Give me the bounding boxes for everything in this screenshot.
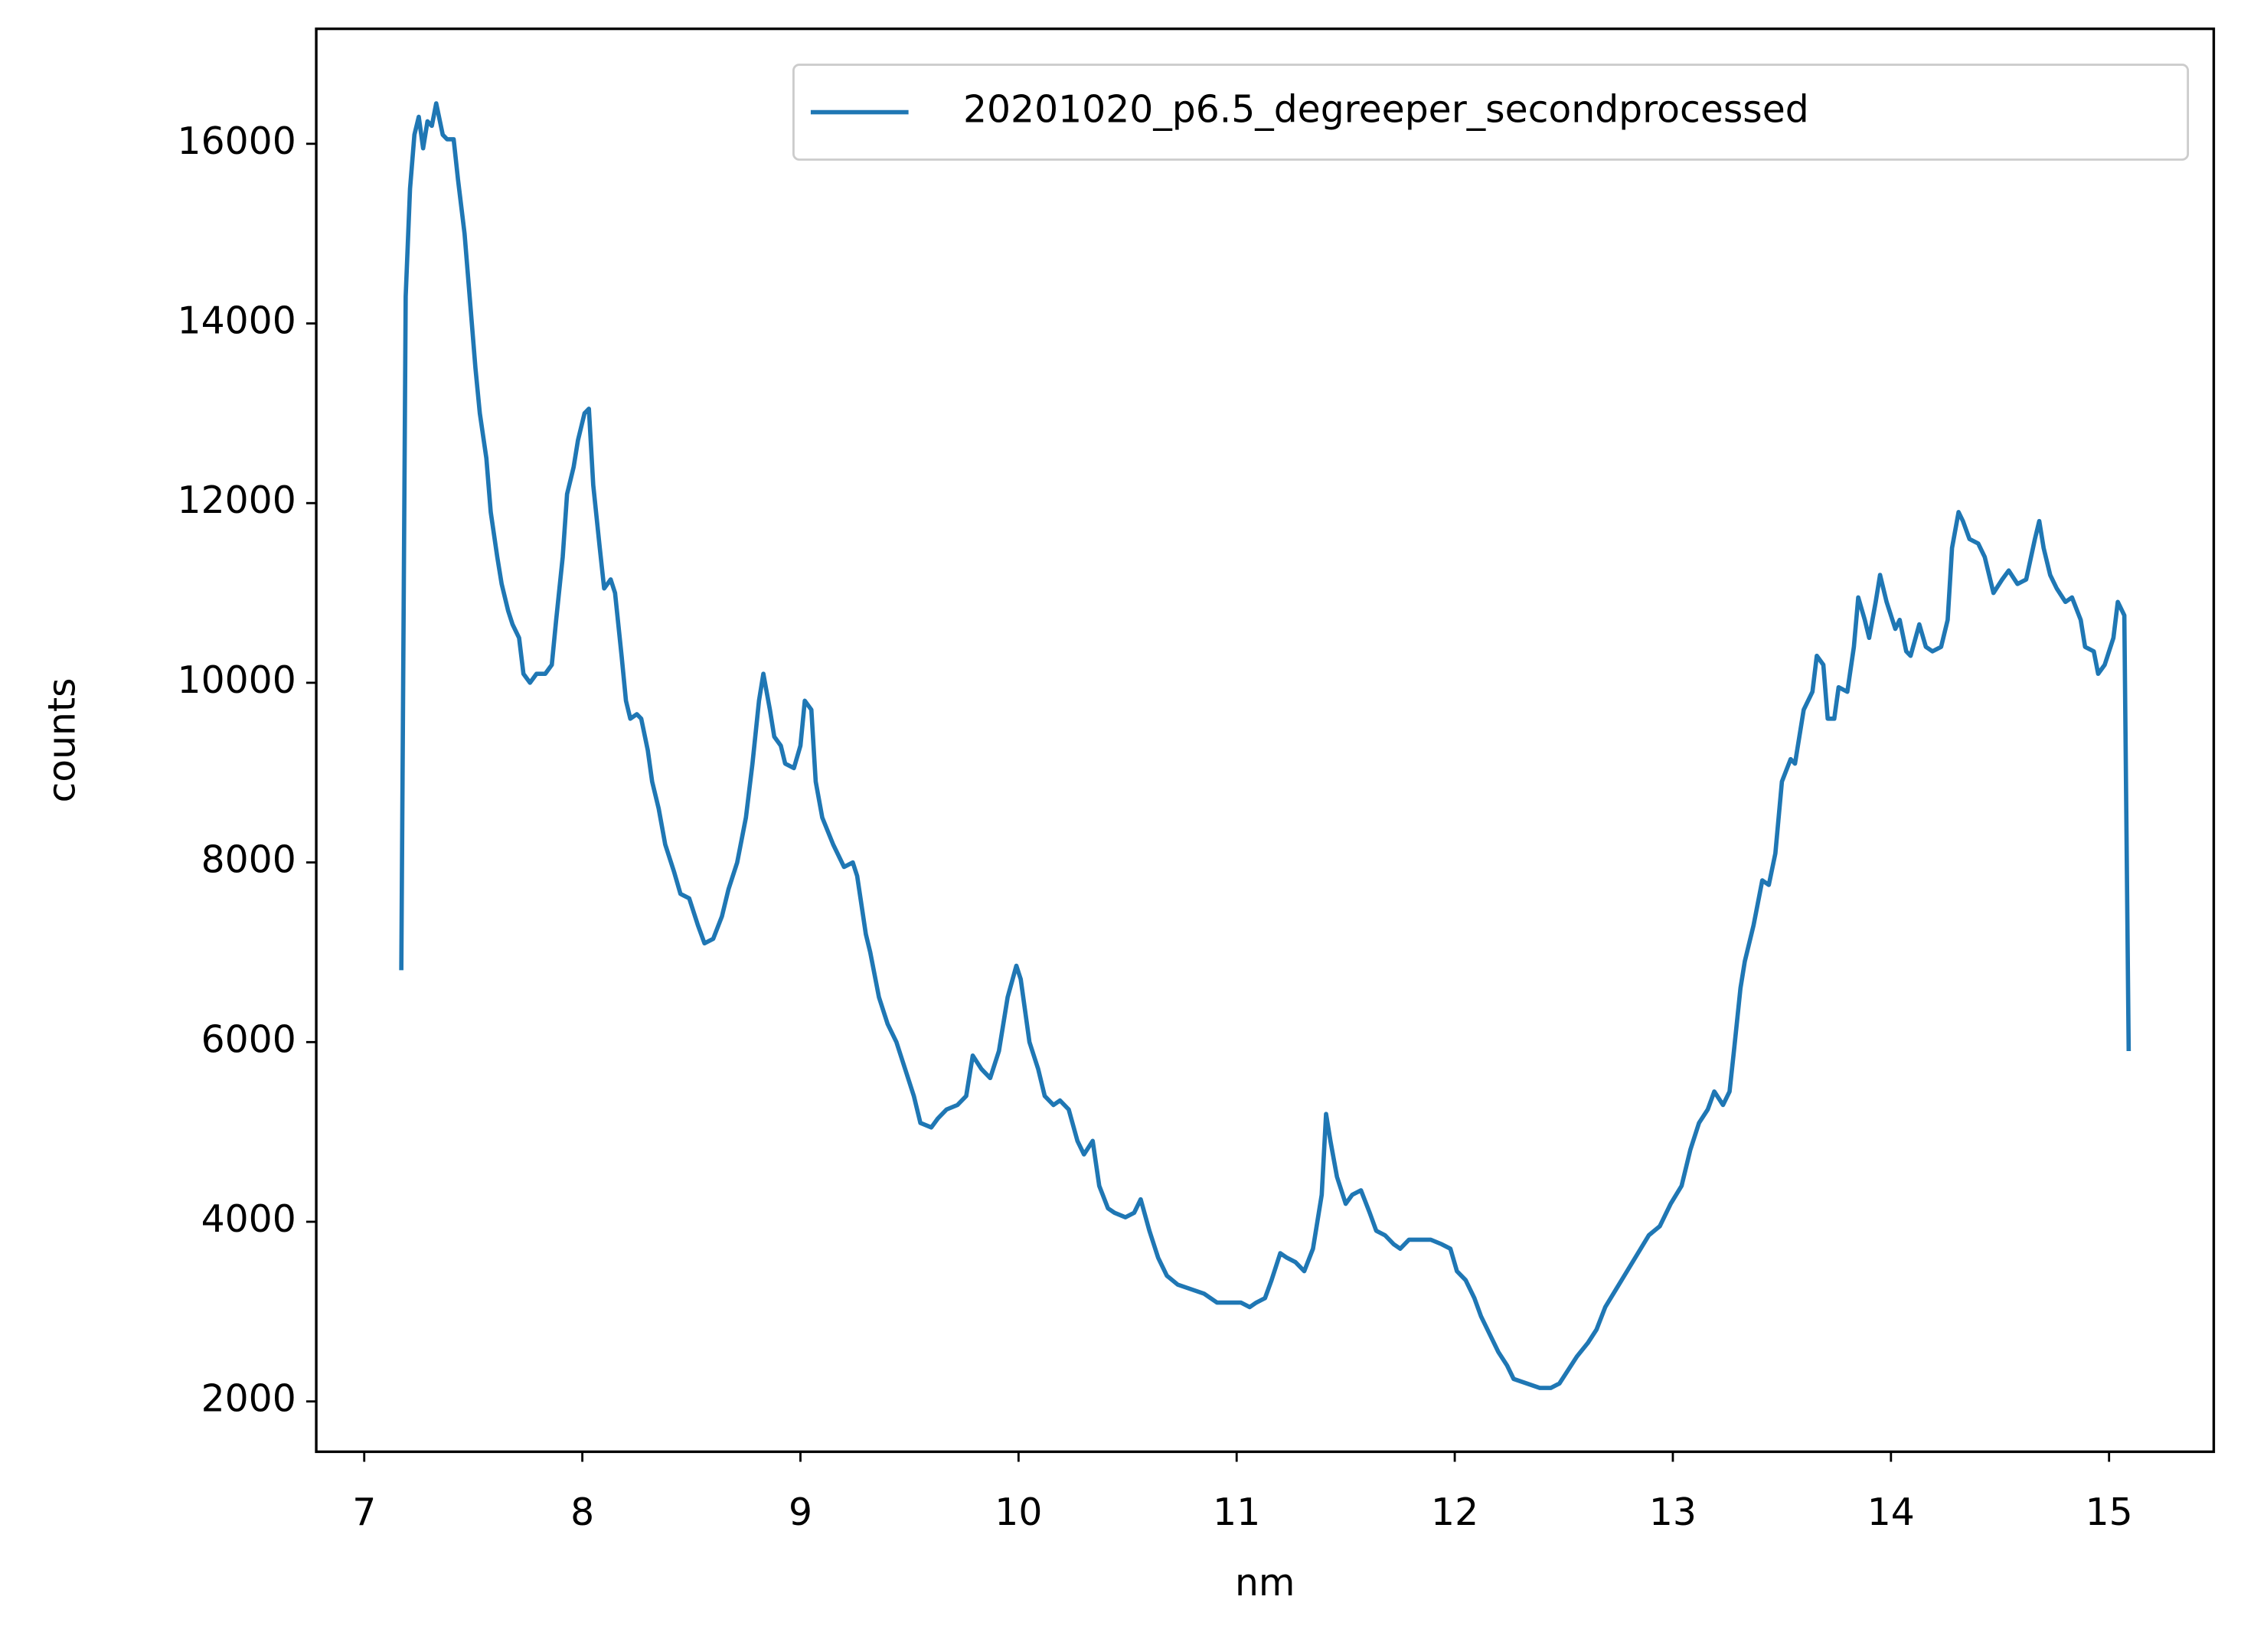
y-tick-label: 4000 (201, 1197, 296, 1241)
y-tick-label: 14000 (178, 299, 296, 343)
y-axis-label: counts (40, 677, 83, 802)
x-tick-label: 15 (2086, 1490, 2133, 1534)
x-tick-label: 12 (1431, 1490, 1478, 1534)
x-tick-label: 10 (995, 1490, 1042, 1534)
data-line (399, 101, 2132, 1390)
x-tick-label: 14 (1867, 1490, 1915, 1534)
y-tick-label: 16000 (178, 119, 296, 163)
legend-label: 20201020_p6.5_degreeper_secondprocessed (963, 88, 1809, 132)
y-tick-label: 2000 (201, 1377, 296, 1421)
y-tick-label: 12000 (178, 478, 296, 522)
y-tick-label: 8000 (201, 838, 296, 882)
x-tick-label: 9 (789, 1490, 812, 1534)
x-tick-label: 13 (1649, 1490, 1697, 1534)
x-axis-label: nm (1235, 1561, 1295, 1605)
x-tick-label: 7 (352, 1490, 376, 1534)
y-tick-label: 6000 (201, 1017, 296, 1061)
legend-box (792, 64, 2190, 161)
x-tick-label: 11 (1213, 1490, 1260, 1534)
axes-frame (315, 27, 2216, 1454)
x-tick-label: 8 (570, 1490, 594, 1534)
y-tick-label: 10000 (178, 658, 296, 702)
